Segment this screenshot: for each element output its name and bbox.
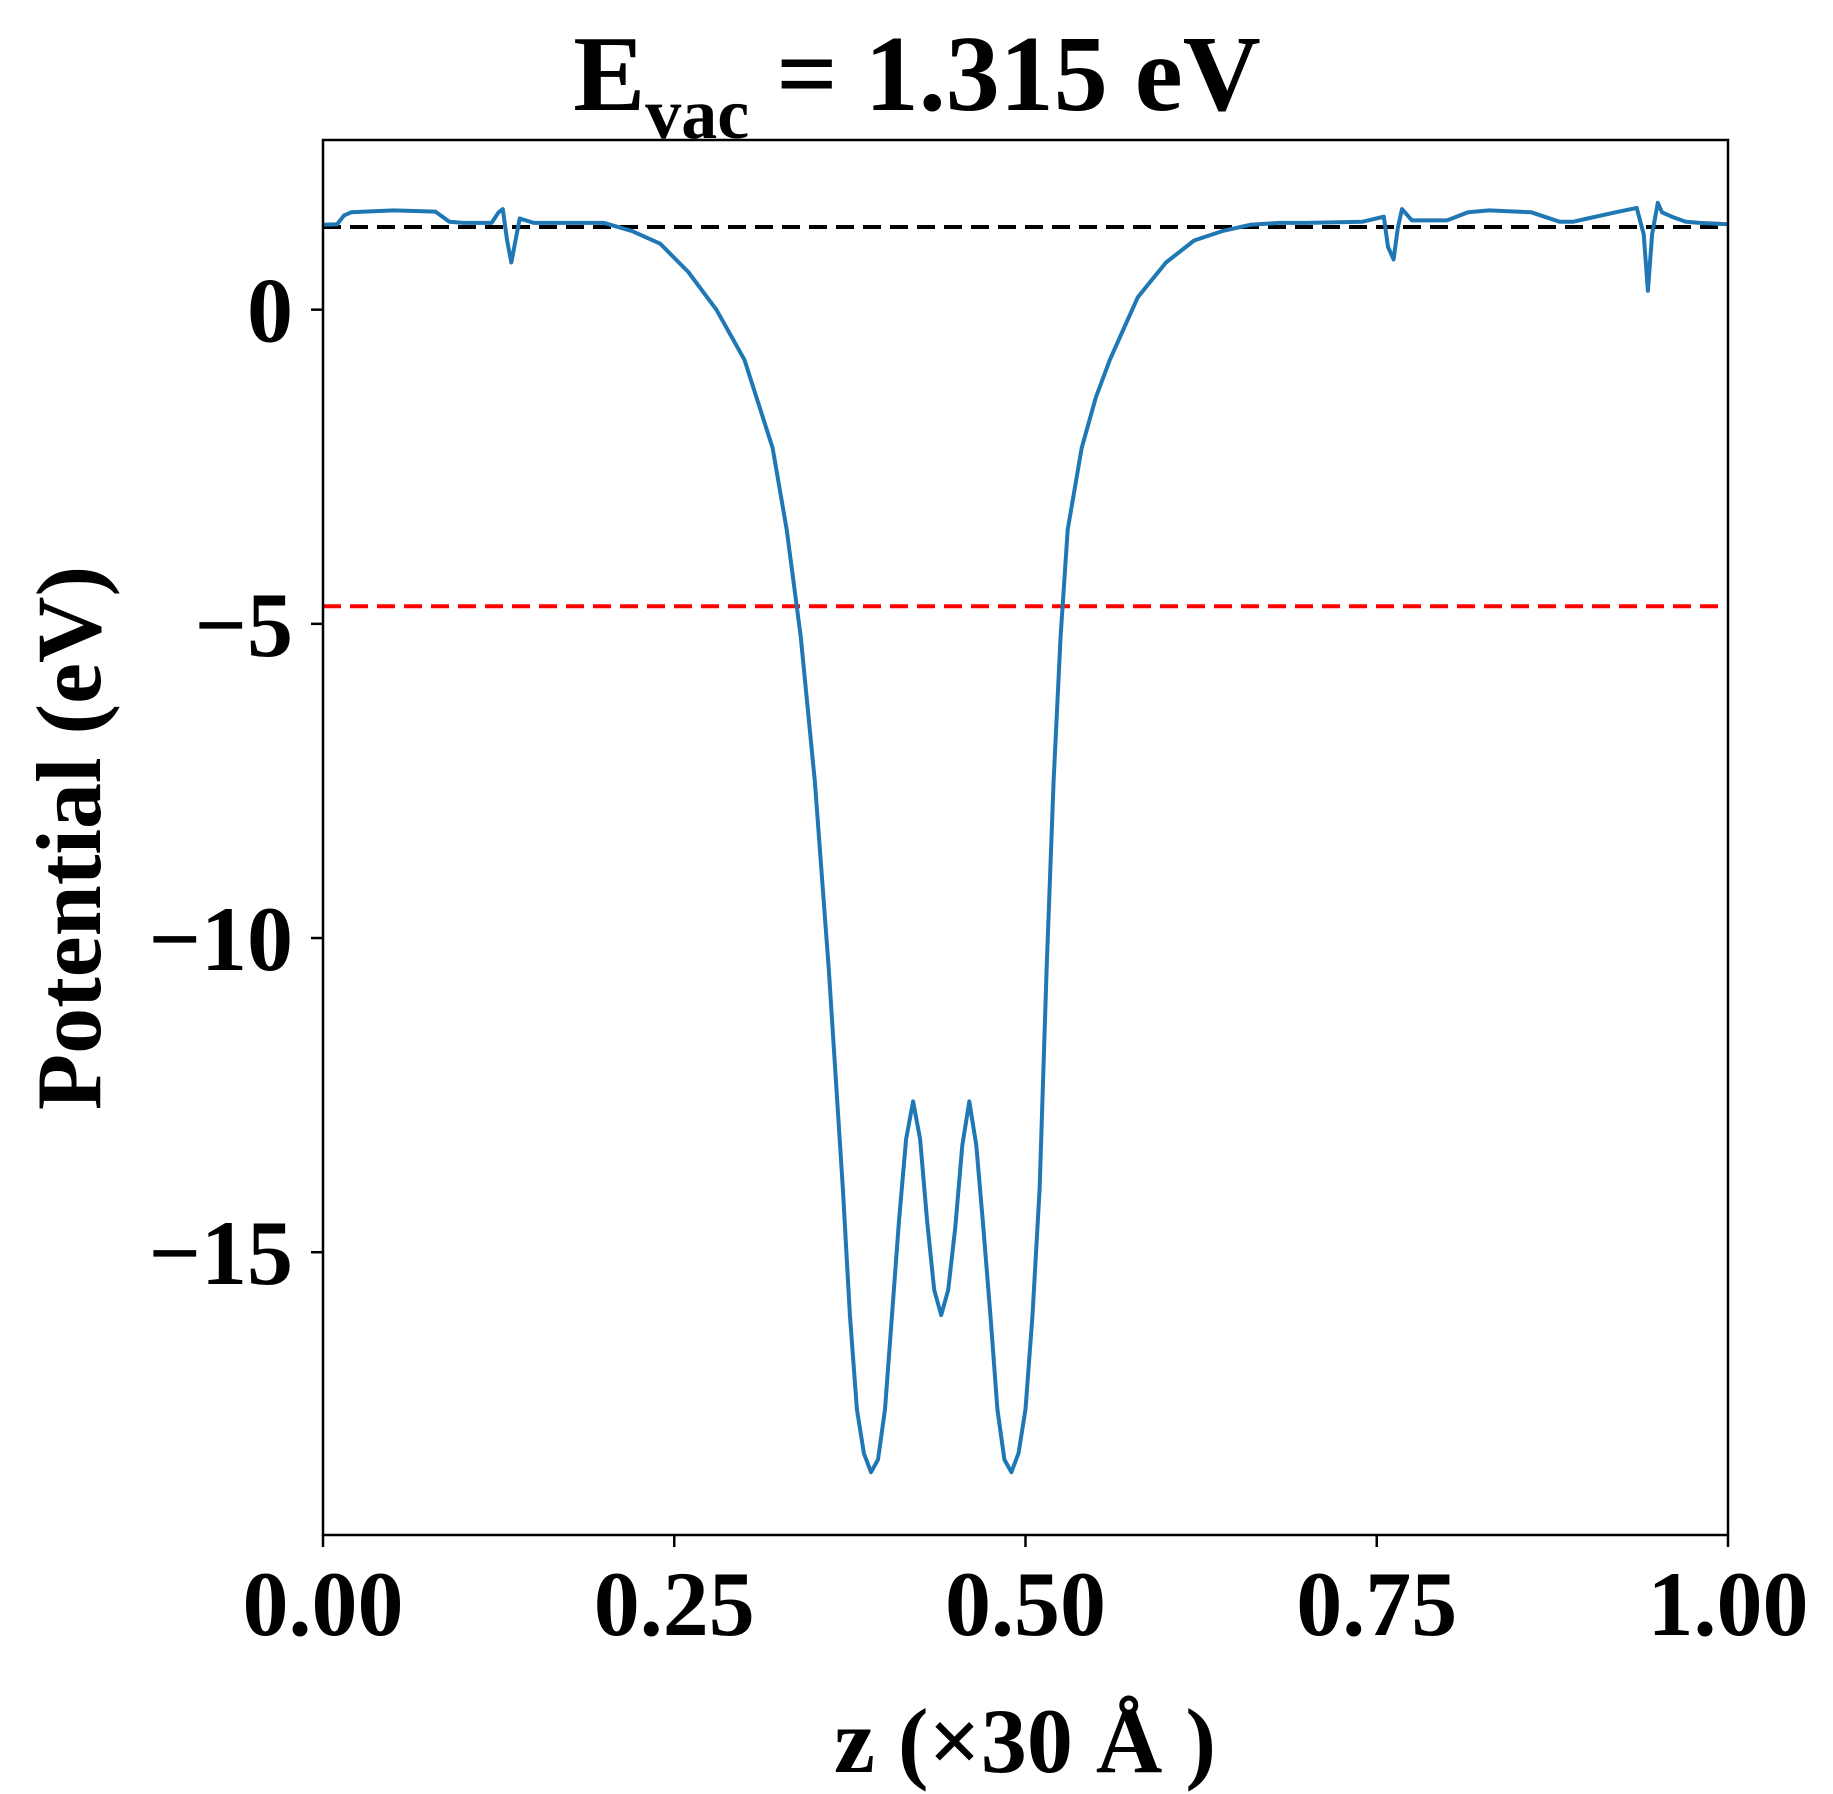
chart-title: Evac = 1.315 eV — [573, 15, 1261, 154]
x-tick-label: 0.00 — [243, 1553, 404, 1655]
plot-frame — [321, 138, 1730, 1537]
y-axis-label: Potential (eV) — [18, 566, 120, 1110]
x-tick-label: 0.25 — [594, 1553, 755, 1655]
title-subscript: vac — [645, 74, 749, 154]
x-tick-label: 1.00 — [1648, 1553, 1809, 1655]
series-group — [323, 200, 1728, 1475]
x-axis-label: z (×30 Å ) — [834, 1690, 1216, 1792]
x-tick-label: 0.50 — [945, 1553, 1106, 1655]
title-rest: = 1.315 eV — [749, 15, 1260, 134]
title-main: E — [573, 15, 645, 134]
reference-lines — [323, 225, 1728, 609]
x-tick-label: 0.75 — [1296, 1553, 1457, 1655]
plot-area — [321, 138, 1730, 1537]
y-tick-label: 0 — [247, 260, 293, 362]
y-tick-label: −10 — [149, 888, 293, 990]
x-axis: 0.00 0.25 0.50 0.75 1.00 — [243, 1535, 1809, 1655]
y-tick-label: −5 — [195, 574, 293, 676]
y-axis: 0 −5 −10 −15 — [149, 260, 323, 1304]
y-tick-label: −15 — [149, 1202, 293, 1304]
series-line-0 — [323, 200, 1728, 1475]
